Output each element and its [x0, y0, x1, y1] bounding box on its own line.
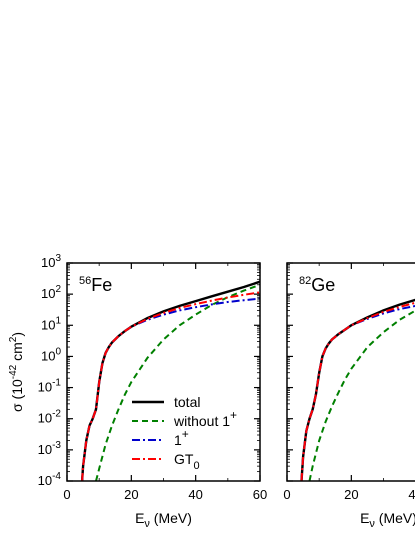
x-axis-label: Eν (MeV): [360, 510, 415, 530]
y-tick-label: 103: [41, 253, 61, 270]
plot-frame: [286, 262, 415, 482]
x-tick-label: 40: [408, 487, 415, 502]
y-tick-label: 10-2: [38, 409, 62, 426]
y-tick-label: 10-4: [38, 471, 62, 488]
y-axis-label: σ (10-42 cm2): [8, 332, 25, 412]
series-line-gt0: [81, 291, 260, 481]
y-tick-label: 101: [41, 315, 61, 332]
y-tick-label: 10-1: [38, 378, 62, 395]
series-line-one_plus: [300, 305, 415, 481]
series-line-without: [308, 309, 415, 481]
x-axis-label: Eν (MeV): [135, 510, 192, 530]
panel-fe56: 0 20 40 60 103 102 101 100 10-1 10-2 10-3 10-4 Eν (M…: [8, 253, 267, 530]
legend-label-gt0: GT0: [174, 451, 200, 472]
x-tick-label: 0: [63, 487, 70, 502]
series-line-one_plus: [81, 297, 260, 481]
y-tick-label: 100: [41, 346, 61, 363]
series-group: [300, 298, 415, 481]
x-tick-label: 0: [283, 487, 290, 502]
x-tick-label: 20: [344, 487, 358, 502]
plot-frame: [66, 262, 261, 482]
series-line-gt0: [300, 301, 415, 481]
panel-ge82: 0 20 40 Eν (MeV) 82Ge: [283, 262, 415, 530]
series-group: [80, 280, 260, 481]
series-line-without: [95, 283, 260, 481]
legend-label-one_plus: 1+: [174, 427, 189, 448]
x-tick-label: 40: [188, 487, 202, 502]
panel-isotope-label: 82Ge: [299, 275, 335, 295]
y-tick-label: 102: [41, 284, 61, 301]
x-tick-label: 20: [124, 487, 138, 502]
y-tick-label: 10-3: [38, 440, 62, 457]
x-tick-label: 60: [253, 487, 267, 502]
legend-label-without: without 1+: [173, 408, 237, 429]
legend-label-total: total: [174, 394, 200, 410]
panel-isotope-label: 56Fe: [79, 275, 112, 295]
series-line-total: [300, 298, 415, 481]
